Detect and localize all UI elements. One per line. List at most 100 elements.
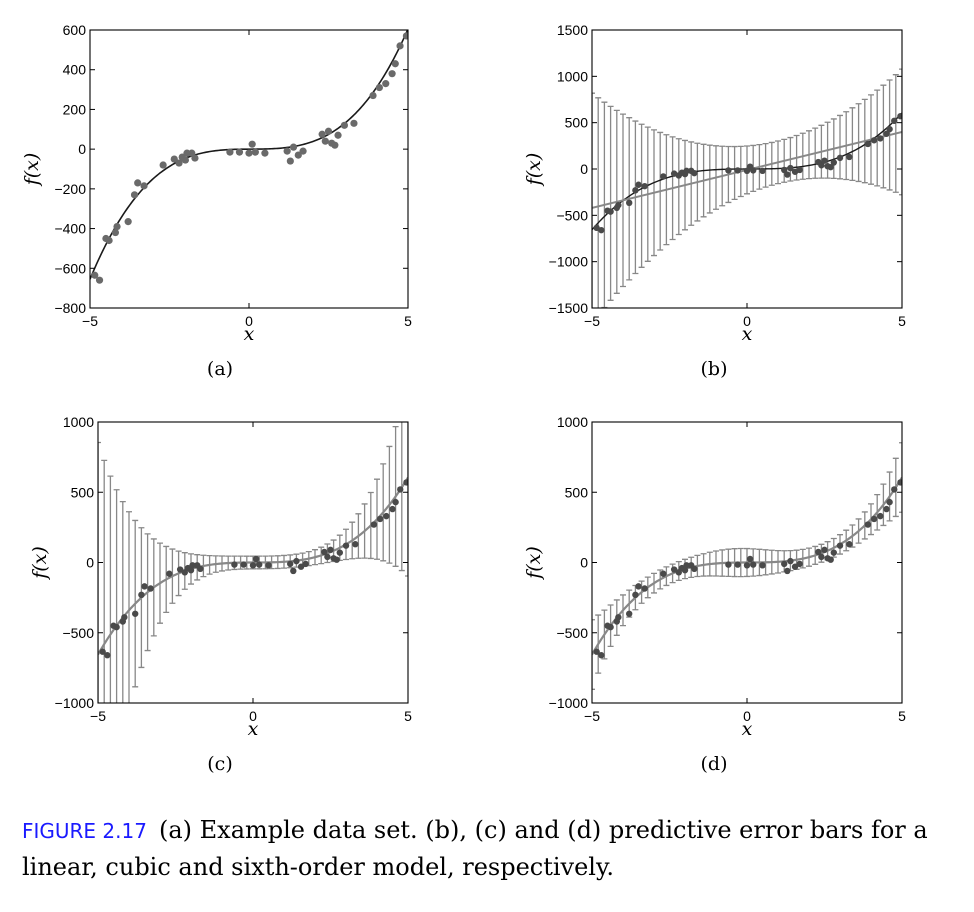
data-point: [897, 112, 902, 120]
x-tick-label: 5: [404, 708, 412, 724]
y-tick-label: 0: [580, 555, 588, 571]
data-point: [382, 80, 390, 88]
data-point: [781, 166, 788, 174]
y-tick-label: −600: [54, 260, 86, 276]
data-point: [883, 505, 890, 513]
data-point: [289, 143, 298, 151]
data-point: [370, 521, 378, 528]
data-point: [670, 566, 678, 573]
error-bar: [405, 422, 408, 577]
y-tick-label: 600: [63, 22, 87, 38]
y-tick-label: 1000: [557, 68, 588, 84]
y-tick-label: 1000: [63, 414, 94, 430]
y-tick-label: −800: [54, 300, 86, 316]
data-point: [290, 567, 297, 575]
data-point: [787, 557, 794, 565]
data-point: [327, 546, 334, 554]
data-point: [818, 162, 825, 169]
data-point: [891, 486, 898, 493]
data-point: [683, 167, 690, 175]
data-point: [331, 141, 339, 149]
y-tick-label: 200: [63, 101, 87, 117]
data-point: [235, 148, 244, 156]
data-point: [294, 151, 302, 159]
data-point: [886, 498, 893, 506]
data-point: [683, 562, 690, 569]
panel-d: 1000 500 0 −500 −1000−5 0 5 x f(x) (d): [523, 414, 906, 775]
data-point: [781, 560, 788, 568]
data-point: [226, 148, 234, 156]
data-point: [138, 591, 145, 599]
x-tick-label: 5: [898, 313, 906, 329]
data-point: [759, 562, 766, 569]
data-point: [746, 555, 754, 563]
data-point: [660, 173, 667, 180]
data-point: [340, 121, 348, 129]
error-bar: [98, 441, 101, 703]
x-tick-label: 0: [743, 708, 751, 724]
data-point: [821, 546, 828, 554]
data-point: [830, 549, 837, 556]
data-point: [615, 614, 622, 621]
x-tick-label: −5: [584, 708, 600, 724]
data-point: [318, 130, 326, 138]
data-point: [846, 541, 853, 548]
data-point: [265, 562, 272, 569]
data-point: [734, 167, 741, 174]
panel-label: (b): [701, 358, 728, 380]
data-point: [750, 167, 757, 174]
figure-caption: FIGURE 2.17 (a) Example data set. (b), (c…: [22, 812, 962, 885]
data-point: [897, 479, 902, 486]
data-point: [626, 199, 633, 207]
error-bar: [899, 68, 902, 196]
data-point: [245, 149, 253, 157]
data-point: [593, 648, 600, 655]
data-point: [891, 117, 898, 125]
data-point: [635, 583, 642, 590]
x-tick-label: 0: [249, 708, 257, 724]
data-point: [159, 161, 167, 169]
data-point: [369, 91, 377, 100]
data-point: [886, 125, 893, 133]
data-point: [140, 182, 148, 190]
data-point: [251, 148, 259, 156]
y-axis-label: f(x): [523, 546, 545, 581]
data-point: [181, 156, 189, 164]
data-point: [681, 567, 689, 574]
x-tick-label: 0: [743, 313, 751, 329]
data-point: [104, 652, 111, 659]
panel-b: 1500 1000 500 0 −500 −1000 −1500−5 0 5 x f(x) (b): [523, 22, 906, 380]
data-point: [615, 201, 622, 209]
data-point: [111, 228, 120, 237]
data-point: [607, 208, 614, 215]
data-point: [725, 167, 732, 174]
y-axis-label: f(x): [523, 153, 545, 188]
y-tick-label: 500: [71, 484, 95, 500]
data-point: [632, 187, 639, 194]
error-bar: [592, 619, 595, 690]
plot-area: [90, 30, 408, 284]
data-point: [607, 623, 614, 631]
y-tick-label: −400: [54, 221, 86, 237]
data-point: [870, 515, 878, 523]
data-point: [796, 166, 803, 174]
data-point: [821, 157, 828, 164]
y-tick-label: 0: [86, 555, 94, 571]
data-point: [287, 560, 294, 568]
caption-label: FIGURE 2.17: [22, 819, 147, 843]
data-point: [252, 555, 260, 563]
data-point: [864, 521, 872, 528]
data-point: [877, 135, 884, 142]
data-point: [321, 137, 329, 145]
data-point: [784, 171, 791, 178]
data-point: [598, 226, 605, 234]
data-point: [635, 181, 642, 188]
data-point: [397, 486, 404, 493]
data-point: [641, 585, 648, 592]
data-point: [124, 218, 132, 226]
panel-label: (c): [207, 753, 232, 775]
error-bar: [101, 459, 108, 703]
data-point: [827, 163, 834, 171]
data-point: [787, 164, 794, 172]
caption-text: (a) Example data set. (b), (c) and (d) p…: [22, 816, 928, 881]
